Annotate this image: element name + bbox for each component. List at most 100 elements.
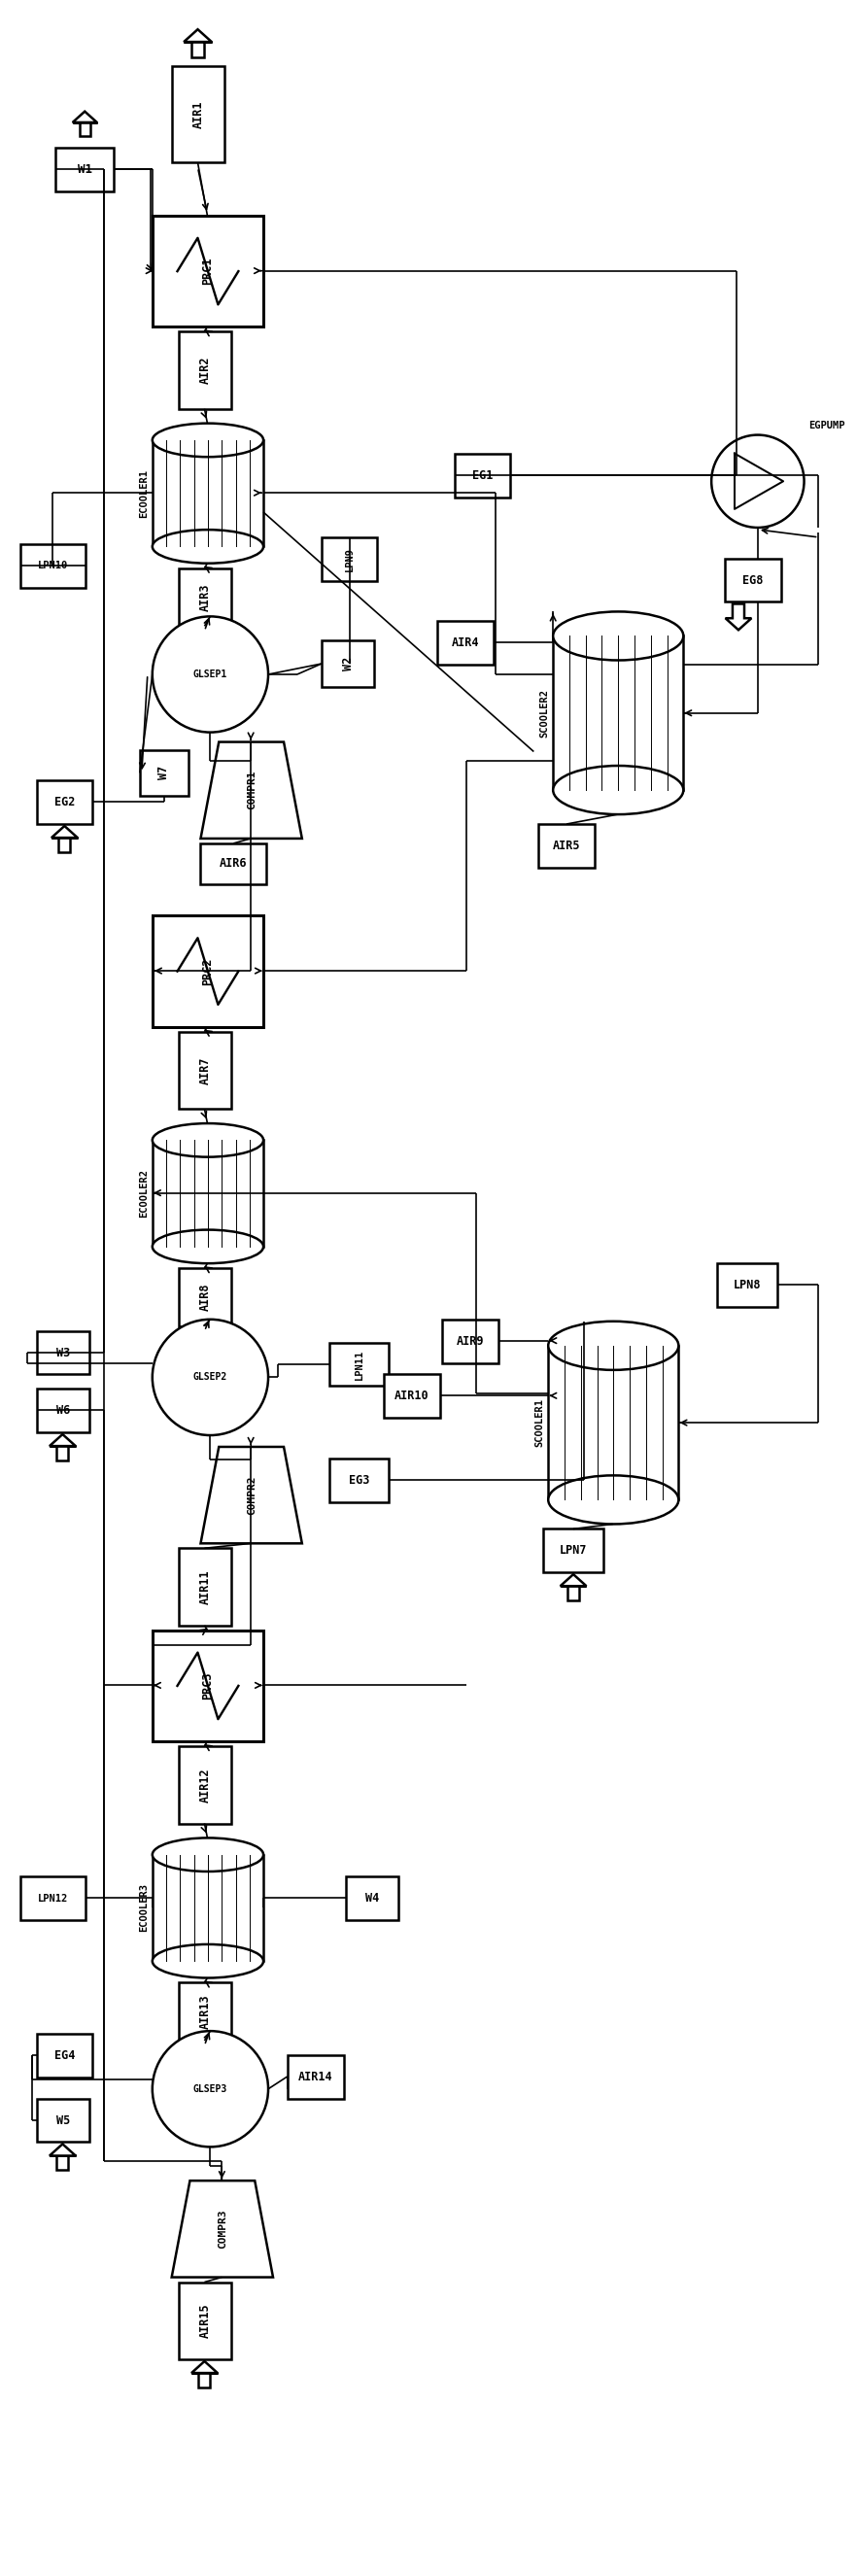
Text: W3: W3 (56, 1347, 70, 1360)
Bar (178, 1548, 231, 1625)
Polygon shape (201, 742, 302, 840)
Polygon shape (171, 2182, 273, 2277)
Bar (153, 1855, 263, 1960)
Circle shape (153, 616, 268, 732)
Text: AIR6: AIR6 (219, 858, 248, 871)
Polygon shape (73, 111, 97, 124)
Bar (178, 1030, 231, 1108)
Bar (201, 842, 267, 884)
Bar (37, 1388, 90, 1432)
Text: EG2: EG2 (54, 796, 75, 809)
Text: W5: W5 (56, 2115, 70, 2128)
Ellipse shape (153, 531, 263, 564)
Bar (20, 1875, 86, 1919)
Text: LPN8: LPN8 (734, 1278, 761, 1291)
Text: LPN11: LPN11 (354, 1350, 364, 1381)
Text: GLSEP3: GLSEP3 (193, 2084, 227, 2094)
Bar (543, 1530, 603, 1571)
Text: PRC3: PRC3 (201, 1672, 214, 1700)
Bar (437, 621, 493, 665)
Text: AIR13: AIR13 (199, 1994, 212, 2030)
Bar (153, 1631, 263, 1741)
Polygon shape (51, 837, 77, 853)
Text: W4: W4 (365, 1891, 379, 1904)
Bar (37, 2099, 90, 2143)
Text: AIR5: AIR5 (553, 840, 580, 853)
Text: LPN9: LPN9 (345, 546, 354, 572)
Text: AIR15: AIR15 (199, 2303, 212, 2339)
Polygon shape (560, 1574, 586, 1587)
Polygon shape (201, 1448, 302, 1543)
Bar (37, 781, 93, 824)
Text: ECOOLER1: ECOOLER1 (139, 469, 148, 518)
Text: GLSEP2: GLSEP2 (193, 1373, 227, 1383)
Text: ECOOLER2: ECOOLER2 (139, 1170, 148, 1218)
Text: COMPR2: COMPR2 (247, 1476, 256, 1515)
Text: AIR8: AIR8 (199, 1283, 212, 1311)
Bar (725, 559, 781, 603)
Polygon shape (184, 28, 212, 41)
Bar (171, 67, 225, 162)
Text: LPN10: LPN10 (38, 562, 68, 572)
Bar (178, 1267, 231, 1327)
Bar (153, 1141, 263, 1247)
Bar (178, 1747, 231, 1824)
Bar (345, 1875, 399, 1919)
Bar (37, 2035, 93, 2076)
Polygon shape (73, 124, 97, 137)
Bar (178, 569, 231, 626)
Text: EG8: EG8 (742, 574, 764, 587)
Text: LPN7: LPN7 (560, 1546, 587, 1556)
Polygon shape (191, 2372, 218, 2388)
Bar (329, 1342, 389, 1386)
Text: W2: W2 (342, 657, 354, 670)
Bar (140, 750, 188, 796)
Polygon shape (51, 827, 77, 837)
Text: AIR1: AIR1 (192, 100, 205, 129)
Text: AIR3: AIR3 (199, 582, 212, 611)
Bar (442, 1319, 498, 1363)
Text: EG3: EG3 (349, 1473, 369, 1486)
Ellipse shape (548, 1476, 679, 1525)
Bar (538, 824, 595, 868)
Polygon shape (560, 1587, 586, 1600)
Text: AIR12: AIR12 (199, 1767, 212, 1803)
Text: ECOOLER3: ECOOLER3 (139, 1883, 148, 1932)
Ellipse shape (153, 422, 263, 456)
Bar (717, 1262, 777, 1306)
Ellipse shape (553, 765, 683, 814)
Text: EG1: EG1 (472, 469, 493, 482)
Ellipse shape (153, 1945, 263, 1978)
Bar (178, 2282, 231, 2360)
Text: W6: W6 (56, 1404, 70, 1417)
Text: PRC1: PRC1 (201, 258, 214, 286)
Text: AIR9: AIR9 (456, 1334, 484, 1347)
Polygon shape (50, 2156, 75, 2169)
Polygon shape (184, 41, 212, 57)
Ellipse shape (153, 1229, 263, 1262)
Circle shape (711, 435, 804, 528)
Ellipse shape (153, 1123, 263, 1157)
Polygon shape (191, 2362, 218, 2372)
Text: W7: W7 (158, 765, 171, 781)
Bar (56, 149, 114, 191)
Bar (548, 1345, 679, 1499)
Bar (553, 636, 683, 791)
Text: AIR4: AIR4 (452, 636, 479, 649)
Polygon shape (50, 1445, 75, 1461)
Text: AIR14: AIR14 (298, 2071, 333, 2084)
Bar (321, 641, 375, 688)
Bar (153, 440, 263, 546)
Text: PRC2: PRC2 (201, 958, 214, 984)
Text: LPN12: LPN12 (38, 1893, 68, 1904)
Text: SCOOLER2: SCOOLER2 (539, 688, 549, 737)
Text: COMPR3: COMPR3 (218, 2210, 227, 2249)
Ellipse shape (153, 1837, 263, 1873)
Bar (37, 1332, 90, 1376)
Polygon shape (725, 603, 752, 631)
Ellipse shape (548, 1321, 679, 1370)
Bar (178, 1984, 231, 2040)
Polygon shape (50, 1435, 75, 1445)
Bar (178, 332, 231, 410)
Bar (329, 1458, 389, 1502)
